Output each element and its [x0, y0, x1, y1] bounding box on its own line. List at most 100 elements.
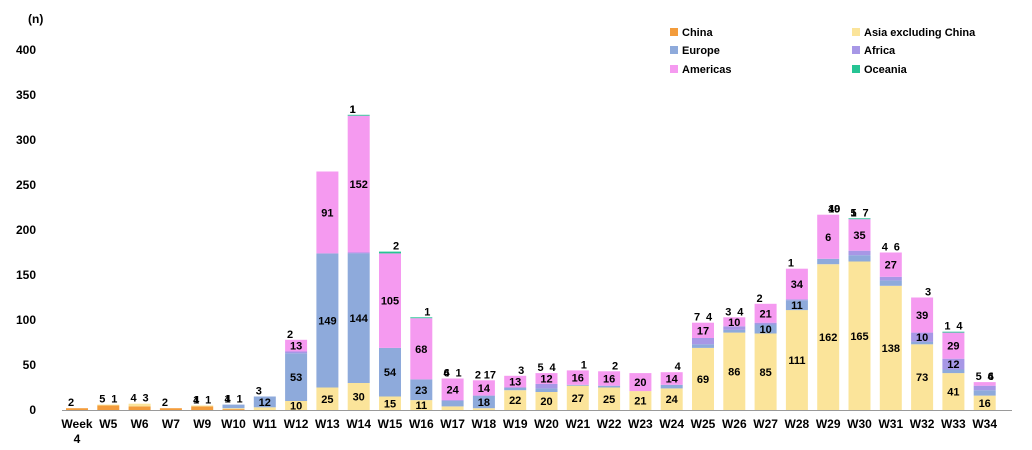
data-label: 1: [350, 104, 356, 116]
data-label: 11: [791, 300, 803, 312]
bar-segment: [347, 252, 370, 254]
data-label: 3: [725, 306, 731, 318]
data-label: 1: [350, 104, 356, 116]
data-label: 22: [509, 395, 521, 407]
x-tick-label: W7: [162, 417, 180, 431]
data-label: 86: [728, 366, 740, 378]
data-label: 24: [666, 394, 679, 406]
data-label: 144: [350, 313, 369, 325]
bar-segment: [692, 344, 714, 348]
bar-segment: [472, 408, 495, 410]
data-label: 54: [384, 367, 397, 379]
bar-segment: [817, 258, 840, 265]
bar-segment: [692, 338, 714, 345]
bar-segment: [128, 403, 151, 407]
legend-label: Europe: [682, 45, 720, 57]
y-axis-label: (n): [28, 12, 43, 26]
bar-segment: [848, 250, 871, 256]
data-label: 16: [572, 373, 584, 385]
data-label: 69: [697, 374, 709, 386]
legend-swatch: [670, 65, 678, 73]
data-label: 2: [68, 397, 74, 409]
x-tick-label: W27: [753, 417, 778, 431]
data-label: 14: [478, 383, 491, 395]
data-label: 39: [916, 310, 928, 322]
bar-segment: [441, 401, 464, 407]
data-label: 111: [788, 355, 805, 367]
data-label: 6: [825, 232, 831, 244]
y-axis: 0 50 100 150 200 250 300 350 400: [16, 43, 36, 417]
data-label: 5: [976, 371, 982, 383]
bar-segment: [566, 385, 589, 410]
bar-segment: [629, 391, 652, 410]
x-tick-label: W5: [99, 417, 117, 431]
bar-segment: [911, 344, 934, 410]
data-label: 2: [475, 369, 481, 381]
bar-segment: [347, 253, 370, 383]
bar-segment: [316, 387, 339, 410]
data-label: 49: [828, 204, 840, 216]
data-label: 53: [290, 372, 302, 384]
bar-segment: [379, 347, 401, 397]
bar-segment: [159, 408, 182, 410]
data-label: 2: [393, 241, 399, 253]
data-label: 2: [287, 329, 293, 341]
data-label: 162: [819, 332, 837, 344]
data-label: 10: [728, 317, 740, 329]
y-tick-label: 250: [16, 178, 36, 192]
data-label: 5: [850, 207, 856, 219]
data-label: 18: [478, 397, 490, 409]
bar-segment: [285, 351, 308, 354]
data-label: 4: [224, 394, 231, 406]
data-label: 4: [988, 371, 995, 383]
data-label: 152: [350, 179, 368, 191]
bar-segment: [942, 358, 965, 370]
x-tick-label: W31: [878, 417, 903, 431]
data-label: 6: [988, 371, 994, 383]
data-label: 105: [381, 296, 399, 308]
x-tick-label: W26: [722, 417, 747, 431]
x-tick-label: W29: [816, 417, 841, 431]
data-label: 2: [612, 360, 618, 372]
data-label: 1: [456, 368, 462, 380]
y-tick-label: 400: [16, 43, 36, 57]
bar-segment: [973, 382, 996, 386]
data-label: 13: [290, 341, 302, 353]
legend-swatch: [852, 28, 860, 36]
bar-segment: [660, 384, 683, 389]
bar-segment: [535, 383, 558, 389]
data-label: 13: [509, 377, 521, 389]
x-tick-label: Week: [61, 417, 92, 431]
bar-segment: [410, 318, 433, 380]
data-label: 6: [444, 368, 450, 380]
data-label: 35: [853, 230, 865, 242]
data-label: 1: [205, 395, 211, 407]
bar-segment: [723, 317, 746, 327]
bar-segment: [222, 408, 245, 410]
bar-segment: [410, 379, 433, 401]
data-label: 12: [947, 359, 959, 371]
bar-segment: [817, 264, 840, 410]
bar-segment: [754, 303, 777, 323]
bar-segment: [97, 404, 120, 406]
data-label: 16: [979, 398, 991, 410]
x-tick-label: W34: [972, 417, 997, 431]
bar-segment: [660, 372, 683, 385]
bar-segment: [785, 268, 808, 300]
bar-segment: [472, 380, 495, 396]
bar-segment: [911, 332, 934, 342]
legend-swatch: [852, 65, 860, 73]
legend-label: China: [682, 27, 713, 39]
bar-segment: [848, 219, 871, 251]
legend-swatch: [670, 46, 678, 54]
bar-segment: [848, 261, 871, 410]
bar-segment: [347, 115, 370, 253]
data-label: 3: [925, 287, 931, 299]
data-label: 12: [259, 397, 271, 409]
data-label: 1: [111, 394, 117, 406]
bar-segment: [598, 385, 621, 388]
bar-segment: [128, 406, 151, 410]
y-tick-label: 0: [29, 403, 36, 417]
bar-segment: [504, 387, 527, 391]
